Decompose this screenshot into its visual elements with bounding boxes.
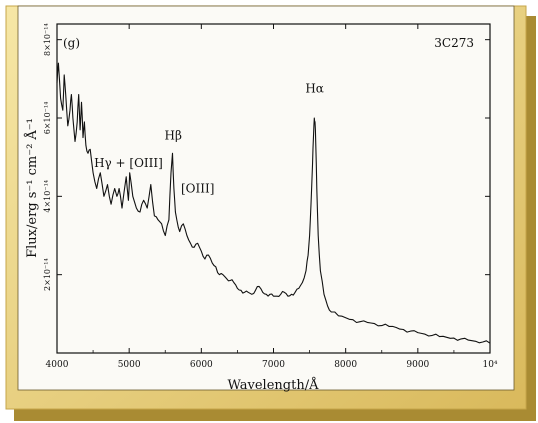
x-tick-label: 9000 <box>406 360 429 370</box>
y-tick-label: 8×10⁻¹⁴ <box>43 23 52 56</box>
x-tick-label: 4000 <box>46 360 69 370</box>
x-tick-label: 8000 <box>334 360 357 370</box>
y-tick-label: 2×10⁻¹⁴ <box>43 258 52 291</box>
line-annotation: Hβ <box>164 129 181 143</box>
x-axis: 4000 5000 6000 7000 8000 9000 10⁴ <box>46 24 498 370</box>
spectrum-line <box>56 62 491 344</box>
x-tick-label: 6000 <box>190 360 213 370</box>
y-tick-label: 4×10⁻¹⁴ <box>43 180 52 213</box>
y-axis-title: Flux/erg s⁻¹ cm⁻² Å⁻¹ <box>24 118 40 258</box>
x-tick-label: 10⁴ <box>482 360 497 370</box>
object-label: 3C273 <box>434 36 474 50</box>
line-annotation: Hγ + [OIII] <box>94 156 163 170</box>
line-annotation: Hα <box>305 82 324 96</box>
line-annotation: [OIII] <box>181 181 214 195</box>
y-axis: 2×10⁻¹⁴ 4×10⁻¹⁴ 6×10⁻¹⁴ 8×10⁻¹⁴ <box>43 23 490 291</box>
x-axis-title: Wavelength/Å <box>228 377 320 393</box>
figure-paper <box>17 5 515 391</box>
x-tick-label: 5000 <box>118 360 141 370</box>
y-tick-label: 6×10⁻¹⁴ <box>43 102 52 135</box>
panel-label: (g) <box>63 36 80 50</box>
line-annotations: Hγ + [OIII]Hβ [OIII] Hα <box>94 82 324 196</box>
x-tick-label: 7000 <box>262 360 285 370</box>
